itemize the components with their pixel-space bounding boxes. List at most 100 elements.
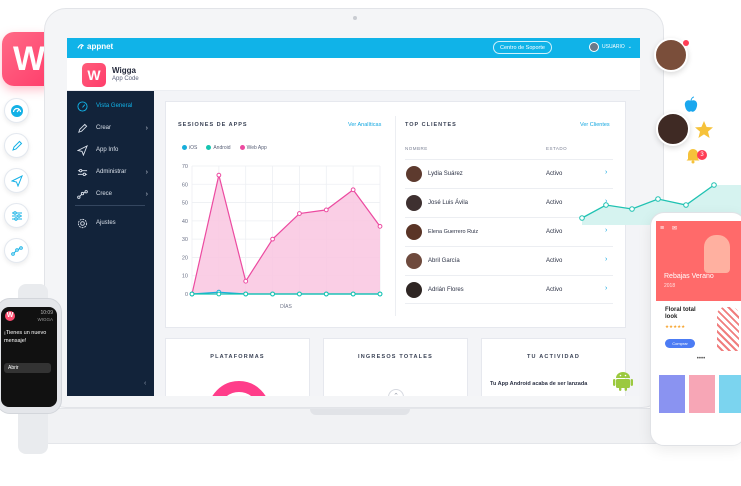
- pencil-float-button[interactable]: [4, 133, 29, 158]
- chevron-right-icon[interactable]: ›: [605, 285, 608, 292]
- data-point: [297, 291, 302, 297]
- notification-badge: 3: [697, 150, 707, 160]
- col-status-header: ESTADO: [546, 146, 568, 151]
- product-thumbnail[interactable]: [719, 375, 741, 413]
- brand-logo[interactable]: appnet: [77, 42, 113, 51]
- user-label: USUARIO: [602, 44, 625, 50]
- legend-item-android[interactable]: Android: [206, 145, 231, 151]
- sidebar-item-app-info[interactable]: App Info: [67, 139, 154, 161]
- avatar: [406, 224, 422, 240]
- avatar: [589, 42, 599, 52]
- laptop-base: [24, 408, 680, 444]
- speedometer-icon: [10, 104, 23, 117]
- income-title: INGRESOS TOTALES: [358, 354, 433, 360]
- phone-hero-year: 2018: [664, 283, 676, 289]
- y-tick-label: 10: [182, 274, 188, 280]
- table-row[interactable]: Elena Guerrero Ruiz Activo ›: [405, 217, 613, 246]
- series-line-web-app: [191, 174, 381, 295]
- legend-label: Android: [213, 145, 231, 151]
- smartwatch: W 10:09 WIGGA ¡Tienes un nuevo mensaje! …: [0, 298, 62, 414]
- sidebar-item-administrar[interactable]: Administrar ›: [67, 161, 154, 183]
- bell-icon: [686, 149, 700, 164]
- y-tick-label: 40: [182, 219, 188, 225]
- series-area-web-app: [192, 175, 380, 294]
- legend-item-web-app[interactable]: Web App: [239, 145, 267, 151]
- table-row[interactable]: Adrián Flores Activo ›: [405, 275, 613, 304]
- legend-dot: [239, 145, 245, 151]
- app-header: W Wigga App Code: [67, 58, 640, 91]
- y-tick-label: 0: [185, 292, 188, 298]
- legend-dot: [182, 145, 187, 151]
- client-name: Adrián Flores: [428, 287, 464, 293]
- client-status: Activo: [546, 287, 563, 293]
- graph-float-button[interactable]: [4, 238, 29, 263]
- analytics-link[interactable]: Ver Analíticas: [348, 122, 382, 128]
- app-name: Wigga: [112, 66, 136, 75]
- mail-icon[interactable]: ✉: [672, 226, 678, 232]
- sidebar-item-label: Vista General: [96, 103, 133, 109]
- chevron-right-icon[interactable]: ›: [605, 227, 608, 234]
- sidebar-item-crear[interactable]: Crear ›: [67, 117, 154, 139]
- sidebar-item-label: Crece: [96, 191, 113, 197]
- client-name: Elena Guerrero Ruiz: [428, 229, 479, 235]
- sliders-icon: [11, 210, 22, 221]
- sidebar-item-ajustes[interactable]: Ajustes: [67, 212, 154, 234]
- client-status: Activo: [546, 229, 563, 235]
- table-row[interactable]: Abril García Activo ›: [405, 246, 613, 275]
- app-logo[interactable]: W: [82, 63, 106, 87]
- chevron-right-icon[interactable]: ›: [605, 198, 608, 205]
- data-point: [216, 172, 222, 178]
- top-bar: appnet Centro de Soporte USUARIO ⌄: [67, 38, 640, 58]
- y-tick-label: 30: [182, 237, 188, 243]
- speedometer-float-button[interactable]: [4, 98, 29, 123]
- product-thumbnail[interactable]: [659, 375, 685, 413]
- buy-button[interactable]: Comprar: [665, 339, 695, 348]
- carousel-dots[interactable]: ••••: [696, 356, 706, 362]
- activity-card: TU ACTIVIDAD Tu App Android acaba de ser…: [481, 338, 626, 396]
- data-point: [270, 236, 275, 242]
- user-menu[interactable]: USUARIO ⌄: [589, 42, 632, 52]
- laptop-camera: [353, 16, 357, 20]
- table-row[interactable]: José Luis Ávila Activo ›: [405, 188, 613, 217]
- send-icon: [10, 174, 23, 187]
- y-tick-label: 20: [182, 255, 188, 261]
- activity-title: TU ACTIVIDAD: [527, 354, 580, 360]
- watch-message: ¡Tienes un nuevo mensaje!: [4, 330, 47, 344]
- gear-icon: [75, 216, 89, 230]
- support-button[interactable]: Centro de Soporte: [493, 41, 552, 54]
- graph-icon: [75, 187, 89, 201]
- sidebar-item-label: Administrar: [96, 169, 127, 175]
- sidebar-item-vista-general[interactable]: Vista General: [67, 95, 154, 117]
- speedometer-icon: [75, 99, 89, 113]
- client-name: Abril García: [428, 258, 460, 264]
- data-point: [377, 223, 383, 229]
- income-card: INGRESOS TOTALES ⌃: [323, 338, 468, 396]
- brand-name: appnet: [87, 42, 114, 51]
- send-float-button[interactable]: [4, 168, 29, 193]
- sidebar-item-label: App Info: [96, 147, 119, 153]
- chevron-right-icon[interactable]: ›: [605, 256, 608, 263]
- sessions-chart: 0 10 20 30 40 50 60 70 DÍAS: [182, 164, 383, 310]
- legend-item-ios[interactable]: iOS: [182, 145, 197, 151]
- data-point: [323, 207, 329, 213]
- sidebar-item-crece[interactable]: Crece ›: [67, 183, 154, 205]
- wigga-app-icon: W: [5, 311, 15, 321]
- sliders-float-button[interactable]: [4, 203, 29, 228]
- client-status: Activo: [546, 200, 563, 206]
- sidebar-collapse-button[interactable]: ‹: [144, 380, 147, 387]
- client-status: Activo: [546, 171, 563, 177]
- watch-open-button[interactable]: Abrir: [4, 363, 51, 373]
- appnet-logo-icon: [77, 44, 84, 50]
- clients-link[interactable]: Ver Clientes: [580, 122, 610, 128]
- chevron-right-icon[interactable]: ›: [605, 169, 608, 176]
- watch-screen: W 10:09 WIGGA ¡Tienes un nuevo mensaje! …: [1, 307, 57, 407]
- menu-icon[interactable]: ≡: [660, 225, 665, 232]
- data-point: [350, 187, 356, 193]
- table-row[interactable]: Lydia Suárez Activo ›: [405, 159, 613, 188]
- legend-label: Web App: [246, 145, 267, 151]
- product-thumbnail[interactable]: [689, 375, 715, 413]
- avatar: [656, 112, 690, 146]
- pencil-icon: [11, 140, 22, 151]
- chevron-up-icon[interactable]: ⌃: [388, 389, 404, 396]
